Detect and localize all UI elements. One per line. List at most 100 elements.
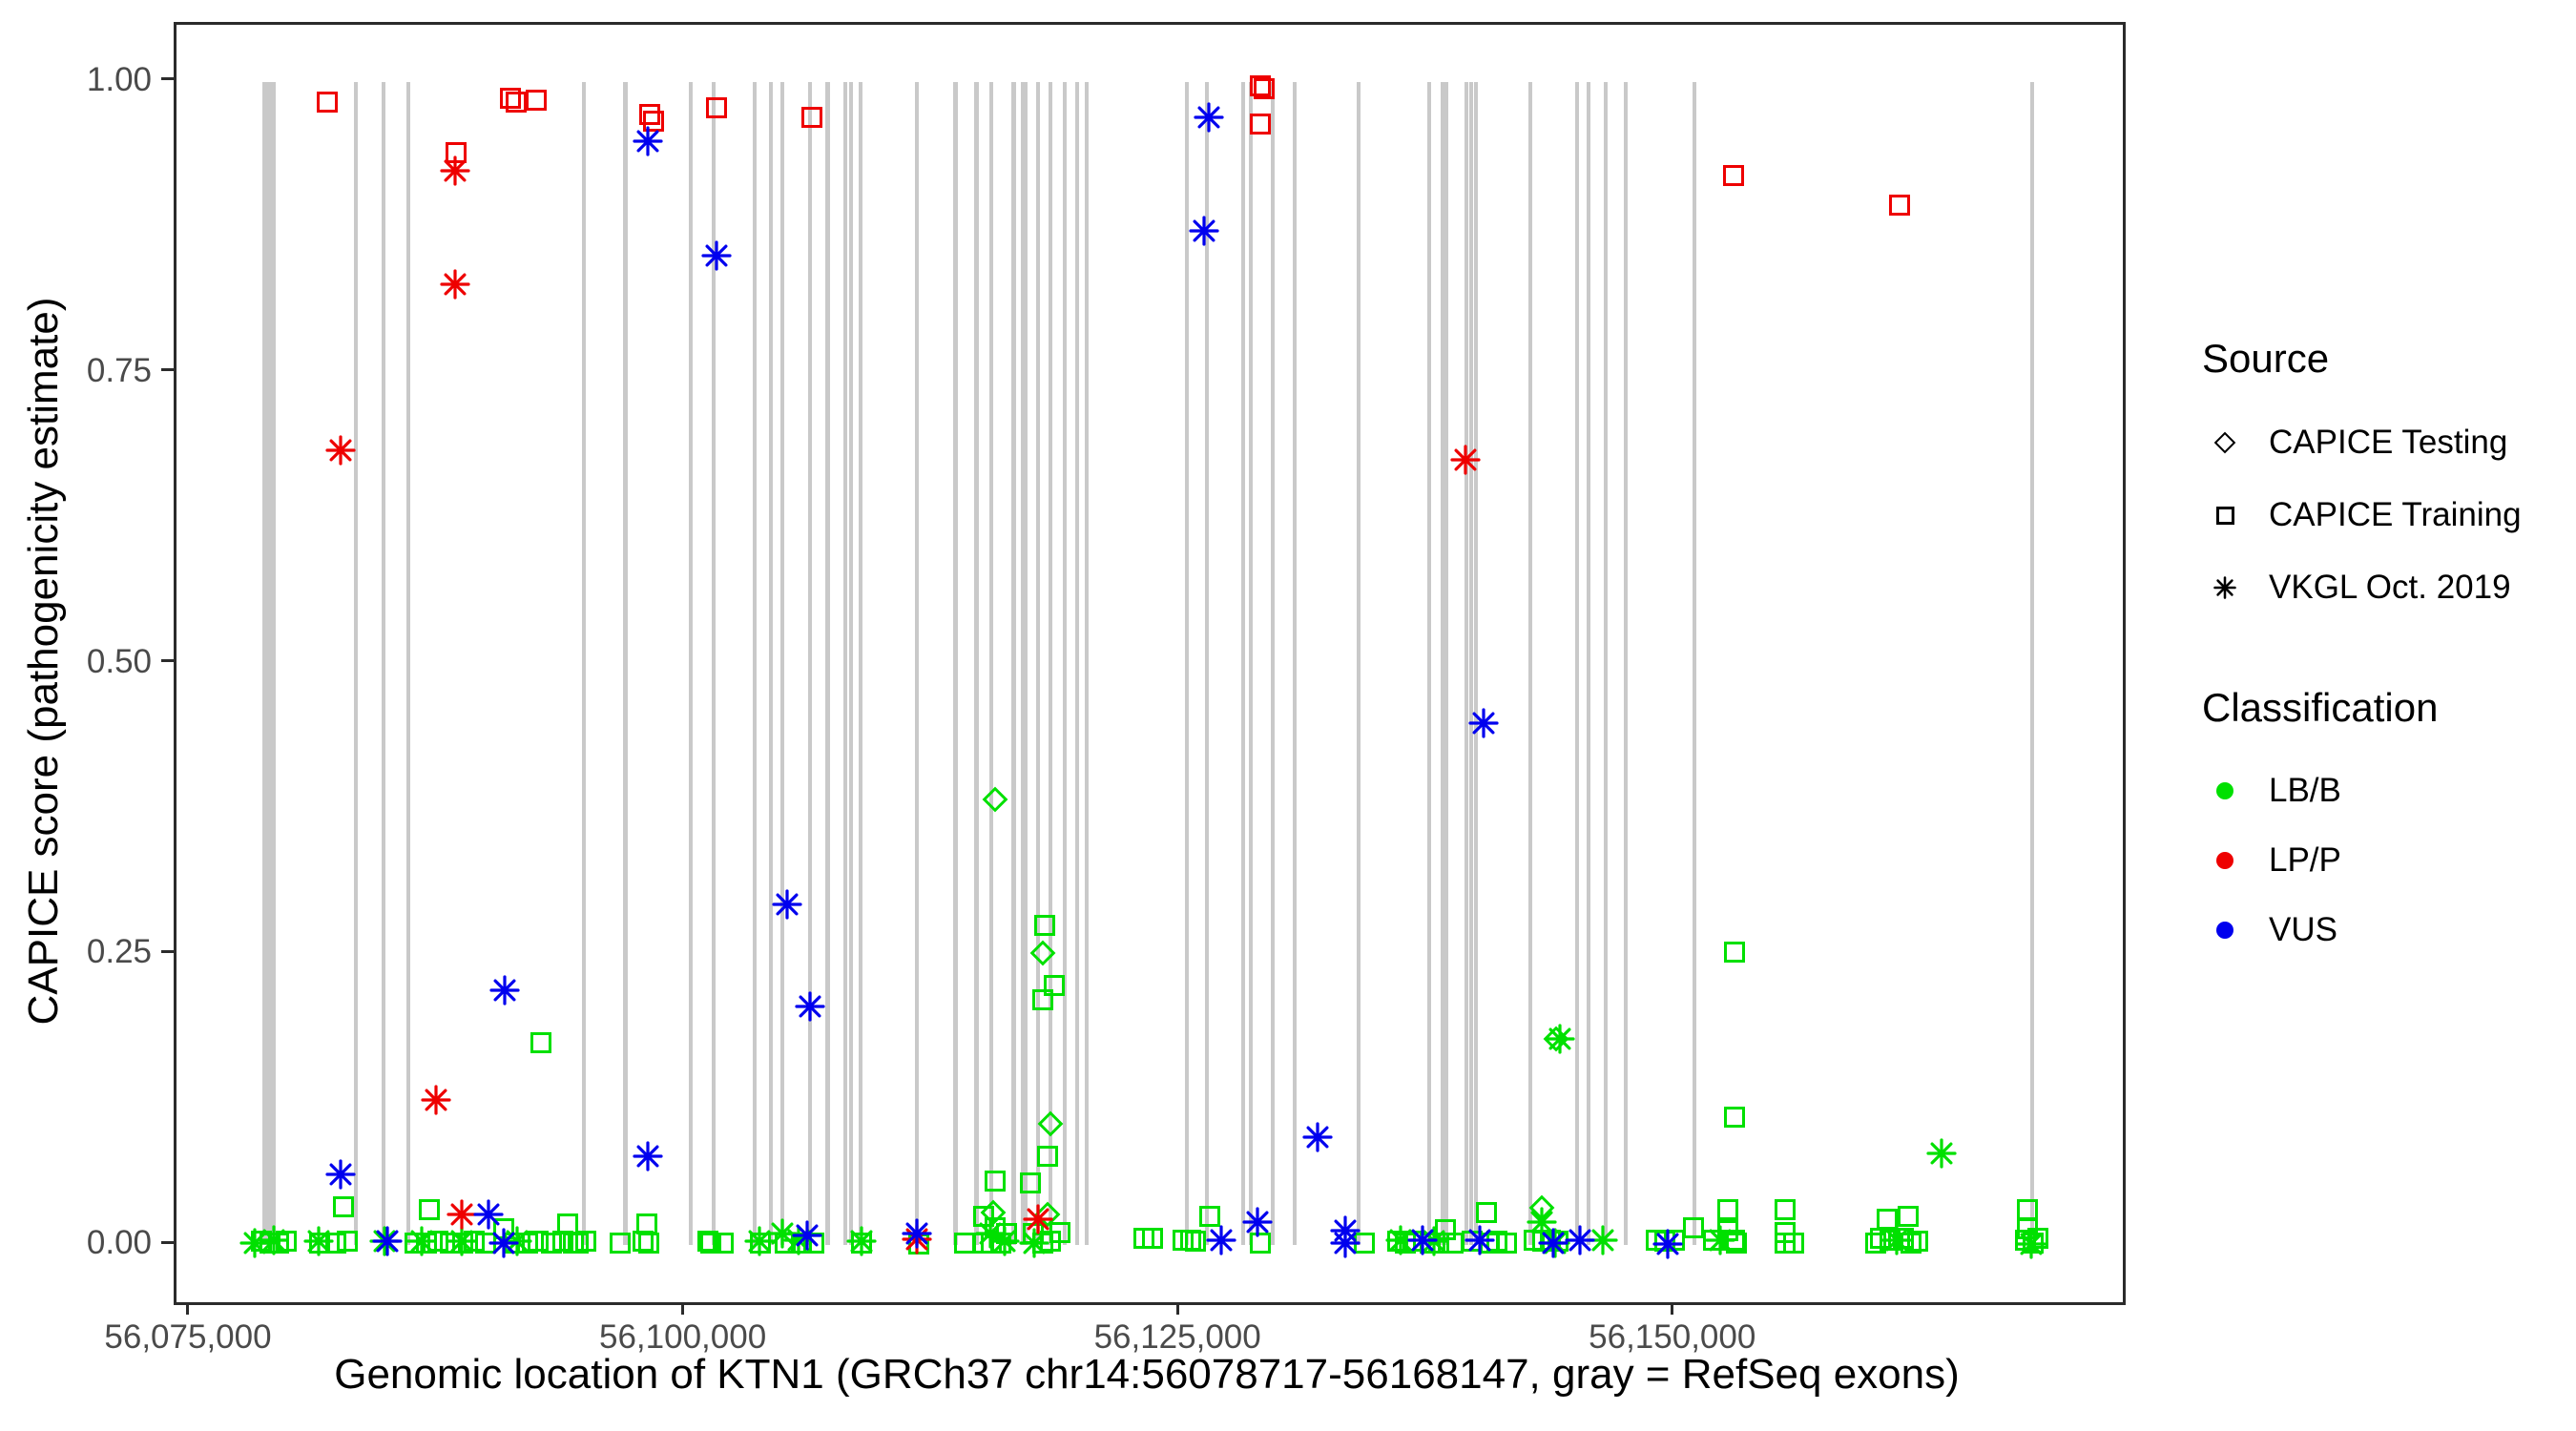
data-point-square (1906, 1231, 1928, 1253)
exon-band (712, 81, 717, 1245)
data-point-square (800, 106, 822, 128)
data-point-asterisk (1926, 1138, 1957, 1169)
data-point-asterisk (1330, 1227, 1361, 1258)
exon-band (1020, 81, 1028, 1245)
data-point-asterisk (791, 1220, 822, 1251)
data-point-square (333, 1195, 355, 1217)
data-point-asterisk (1302, 1122, 1333, 1152)
data-point-asterisk (1545, 1024, 1575, 1054)
data-point-square (790, 1232, 812, 1254)
data-point-square (995, 1222, 1017, 1244)
legend-entry-label: VUS (2269, 910, 2337, 948)
data-point-square (750, 1232, 772, 1254)
exon-band (1527, 81, 1532, 1245)
exon-band (1292, 81, 1297, 1245)
data-point-asterisk (325, 1159, 357, 1190)
data-point-square (1495, 1232, 1517, 1254)
data-point-asterisk (1565, 1225, 1595, 1255)
data-point-asterisk (1450, 445, 1481, 475)
y-tick-label: 0.00 (86, 1224, 152, 1262)
data-point-square (309, 1232, 331, 1254)
y-tick-label: 0.75 (86, 351, 152, 389)
data-point-asterisk (1527, 1207, 1557, 1237)
data-point-square (1434, 1219, 1456, 1241)
data-point-square (317, 91, 339, 113)
data-point-square (525, 90, 547, 112)
color-dot-icon (2202, 921, 2248, 939)
exon-band (1270, 81, 1275, 1245)
data-point-asterisk (488, 1227, 519, 1258)
x-tick-mark (681, 1302, 685, 1315)
exon-band (974, 81, 979, 1245)
data-point-square (530, 1031, 552, 1053)
x-tick-label: 56,125,000 (1093, 1318, 1261, 1356)
legend-classification: Classification LB/B LP/P VUS (2202, 685, 2565, 964)
data-point-square (1716, 1199, 1738, 1221)
data-point-square (1864, 1232, 1886, 1254)
data-point-asterisk (902, 1218, 932, 1249)
y-tick-mark (161, 77, 174, 81)
exon-band (1473, 81, 1478, 1245)
exon-band (623, 81, 628, 1245)
y-tick-mark (161, 659, 174, 662)
data-point-asterisk (795, 991, 826, 1022)
exon-band (262, 81, 277, 1245)
data-point-asterisk (1206, 1225, 1236, 1255)
data-point-square (276, 1231, 298, 1253)
data-point-asterisk (1189, 216, 1219, 246)
x-tick-label: 56,075,000 (104, 1318, 272, 1356)
y-tick-mark (161, 368, 174, 372)
color-dot-icon (2202, 781, 2248, 799)
x-tick-label: 56,100,000 (598, 1318, 767, 1356)
data-point-square (1034, 914, 1056, 936)
exon-band (1623, 81, 1628, 1245)
data-point-square (1897, 1205, 1919, 1227)
data-point-asterisk (372, 1226, 403, 1256)
data-point-square (1782, 1232, 1804, 1254)
exon-band (914, 81, 919, 1245)
exon-band (1692, 81, 1696, 1245)
exon-band (582, 81, 587, 1245)
asterisk-legend-icon (2202, 576, 2248, 599)
data-point-square (1249, 1232, 1271, 1254)
data-point-square (1722, 164, 1744, 186)
exon-band (1356, 81, 1361, 1245)
legend-entry-vkgl-oct-2019: VKGL Oct. 2019 (2202, 551, 2565, 624)
data-point-square (416, 1232, 438, 1254)
data-point-asterisk (473, 1199, 504, 1230)
legend-entry-capice-testing: CAPICE Testing (2202, 406, 2565, 479)
exon-band (2029, 81, 2034, 1245)
y-tick-label: 1.00 (86, 60, 152, 98)
exon-band (1586, 81, 1590, 1245)
data-point-square (2026, 1227, 2048, 1249)
data-point-square (446, 142, 467, 164)
data-point-asterisk (325, 435, 357, 467)
data-point-square (1723, 1230, 1745, 1252)
data-point-square (1774, 1199, 1796, 1221)
data-point-asterisk (633, 1141, 663, 1172)
exon-band (858, 81, 862, 1245)
data-point-square (540, 1232, 562, 1254)
data-point-square (953, 1232, 975, 1254)
data-point-square (1198, 1205, 1220, 1227)
data-point-square (1253, 78, 1275, 100)
exon-band (1426, 81, 1431, 1245)
data-point-square (1682, 1216, 1704, 1238)
data-point-square (418, 1199, 440, 1221)
exon-band (1240, 81, 1245, 1245)
data-point-square (639, 104, 661, 126)
data-point-asterisk (421, 1085, 452, 1115)
exon-band (1074, 81, 1079, 1245)
y-tick-label: 0.50 (86, 642, 152, 680)
data-point-asterisk (632, 126, 663, 156)
data-point-square (1043, 975, 1065, 997)
data-point-asterisk (700, 240, 732, 271)
data-point-asterisk (439, 269, 470, 300)
data-point-square (1888, 195, 1910, 217)
data-point-asterisk (489, 975, 520, 1006)
exon-band (1011, 81, 1016, 1245)
legend-source-title: Source (2202, 336, 2330, 381)
data-point-diamond (1037, 1110, 1064, 1137)
data-point-square (337, 1231, 359, 1253)
exon-band (1048, 81, 1052, 1245)
